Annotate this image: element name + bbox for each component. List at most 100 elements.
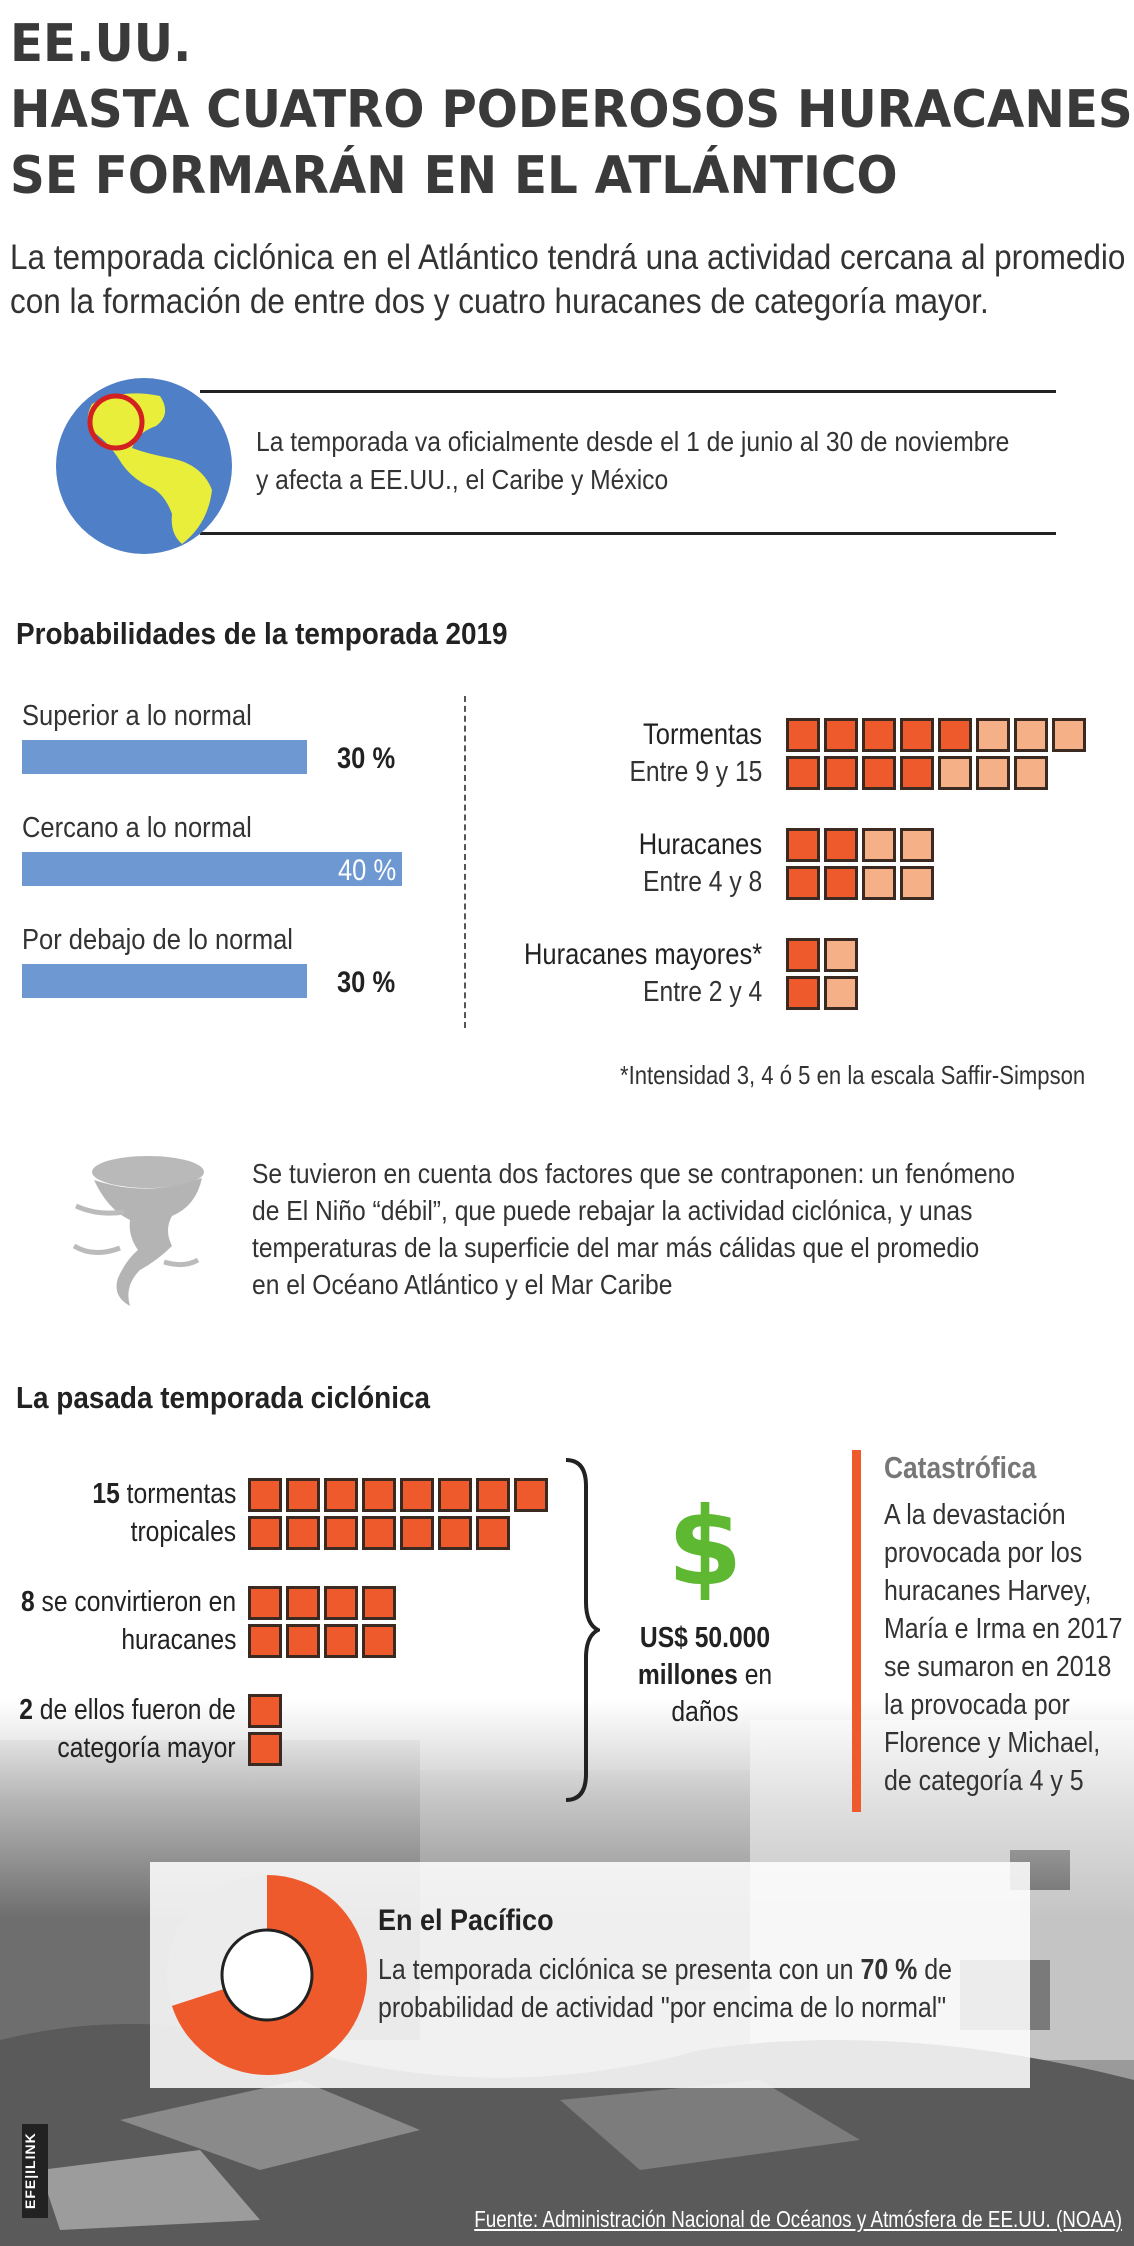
catastrophic-line: María e Irma en 2017 xyxy=(884,1613,1123,1645)
past-square xyxy=(248,1586,282,1620)
past-square xyxy=(286,1586,320,1620)
past-square xyxy=(362,1478,396,1512)
past-square xyxy=(476,1478,510,1512)
prob-value-near: 40 % xyxy=(338,854,397,887)
catastrophic-line: se sumaron en 2018 xyxy=(884,1651,1112,1683)
past-square xyxy=(362,1586,396,1620)
past-major-count: 2 xyxy=(19,1694,34,1726)
past-storms-text-1: tormentas xyxy=(119,1478,236,1510)
catastrophic-line: Florence y Michael, xyxy=(884,1727,1101,1759)
damage-unit: millones xyxy=(637,1659,738,1691)
prob-value-below: 30 % xyxy=(337,966,396,999)
efe-logo: EFE|ILINK xyxy=(22,2124,48,2218)
pacific-donut xyxy=(167,1875,367,2075)
factors-line-1: Se tuvieron en cuenta dos factores que s… xyxy=(252,1158,1016,1189)
past-square xyxy=(286,1624,320,1658)
forecast-square xyxy=(862,756,896,790)
past-season-title: La pasada temporada ciclónica xyxy=(16,1380,431,1415)
probabilities-title: Probabilidades de la temporada 2019 xyxy=(16,616,508,651)
pacific-title: En el Pacífico xyxy=(378,1904,554,1937)
forecast-square xyxy=(786,938,820,972)
catastrophic-body: A la devastación provocada por los hurac… xyxy=(884,1496,1134,1800)
source-note: Fuente: Administración Nacional de Océan… xyxy=(474,2206,1122,2232)
forecast-storms-range: Entre 9 y 15 xyxy=(629,756,762,788)
forecast-square xyxy=(786,756,820,790)
forecast-storms-name: Tormentas xyxy=(642,718,762,751)
prob-bar-below xyxy=(22,964,307,998)
past-major-line-1: 2 de ellos fueron de xyxy=(19,1692,236,1729)
past-square xyxy=(248,1694,282,1728)
past-major-text-1: de ellos fueron de xyxy=(33,1694,237,1726)
subtitle-line-1: La temporada ciclónica en el Atlántico t… xyxy=(10,238,1126,277)
factors-line-3: temperaturas de la superficie del mar má… xyxy=(252,1232,980,1263)
forecast-square xyxy=(862,866,896,900)
past-square xyxy=(438,1478,472,1512)
forecast-square xyxy=(786,976,820,1010)
forecast-major-range: Entre 2 y 4 xyxy=(642,976,762,1008)
forecast-square xyxy=(786,828,820,862)
past-square xyxy=(324,1478,358,1512)
past-square xyxy=(248,1516,282,1550)
forecast-square xyxy=(824,938,858,972)
forecast-square xyxy=(900,828,934,862)
footnote: *Intensidad 3, 4 ó 5 en la escala Saffir… xyxy=(620,1060,1086,1090)
past-square xyxy=(324,1586,358,1620)
forecast-square xyxy=(900,718,934,752)
forecast-square xyxy=(900,756,934,790)
forecast-square xyxy=(824,976,858,1010)
pacific-line-1-post: de xyxy=(917,1954,953,1986)
forecast-major-name: Huracanes mayores* xyxy=(523,938,762,971)
catastrophic-line: huracanes Harvey, xyxy=(884,1575,1092,1607)
past-hurricanes-text-1: se convirtieron en xyxy=(34,1586,237,1618)
past-storms-line-2: tropicales xyxy=(130,1516,236,1548)
forecast-square xyxy=(938,756,972,790)
past-square xyxy=(248,1732,282,1766)
factors-line-2: de El Niño “débil”, que puede rebajar la… xyxy=(252,1195,973,1226)
forecast-hurricanes-range: Entre 4 y 8 xyxy=(642,866,762,898)
pacific-percent: 70 % xyxy=(860,1954,918,1986)
damage-line-2: millones en xyxy=(616,1657,795,1694)
past-square xyxy=(248,1478,282,1512)
forecast-square xyxy=(900,866,934,900)
forecast-square xyxy=(1014,718,1048,752)
prob-bar-above xyxy=(22,740,307,774)
brace xyxy=(565,1458,600,1802)
pacific-line-1-pre: La temporada ciclónica se presenta con u… xyxy=(378,1954,861,1986)
damage-rest-2: daños xyxy=(671,1696,739,1728)
forecast-square xyxy=(824,866,858,900)
damage-rest-1: en xyxy=(737,1659,773,1691)
forecast-square xyxy=(1052,718,1086,752)
damage-text: US$ 50.000 millones en daños xyxy=(616,1620,795,1731)
season-dates: La temporada va oficialmente desde el 1 … xyxy=(256,426,1010,457)
headline-line-2: SE FORMARÁN EN EL ATLÁNTICO xyxy=(10,146,898,206)
forecast-square xyxy=(976,718,1010,752)
prob-label-below: Por debajo de lo normal xyxy=(22,924,293,956)
past-major-line-2: categoría mayor xyxy=(57,1732,236,1764)
past-square xyxy=(514,1478,548,1512)
factors-line-4: en el Océano Atlántico y el Mar Caribe xyxy=(252,1269,673,1300)
prob-bar-near xyxy=(22,852,402,886)
pacific-line-1: La temporada ciclónica se presenta con u… xyxy=(378,1952,952,1989)
catastrophic-line: de categoría 4 y 5 xyxy=(884,1765,1084,1797)
dashed-divider xyxy=(464,696,466,1028)
past-square xyxy=(248,1624,282,1658)
catastrophic-accent-bar xyxy=(852,1450,861,1812)
forecast-square xyxy=(824,718,858,752)
past-square xyxy=(400,1478,434,1512)
past-square xyxy=(362,1516,396,1550)
forecast-square xyxy=(786,718,820,752)
past-hurricanes-count: 8 xyxy=(20,1586,35,1618)
past-square xyxy=(400,1516,434,1550)
forecast-square xyxy=(976,756,1010,790)
forecast-square xyxy=(824,756,858,790)
past-square xyxy=(438,1516,472,1550)
forecast-square xyxy=(824,828,858,862)
prob-label-above: Superior a lo normal xyxy=(22,700,252,732)
catastrophic-line: provocada por los xyxy=(884,1537,1083,1569)
past-storms-count: 15 xyxy=(92,1478,120,1510)
past-square xyxy=(286,1478,320,1512)
subtitle-line-2: con la formación de entre dos y cuatro h… xyxy=(10,282,989,321)
divider-top xyxy=(200,390,1056,393)
past-hurricanes-line-2: huracanes xyxy=(120,1624,236,1656)
prob-label-near: Cercano a lo normal xyxy=(22,812,252,844)
